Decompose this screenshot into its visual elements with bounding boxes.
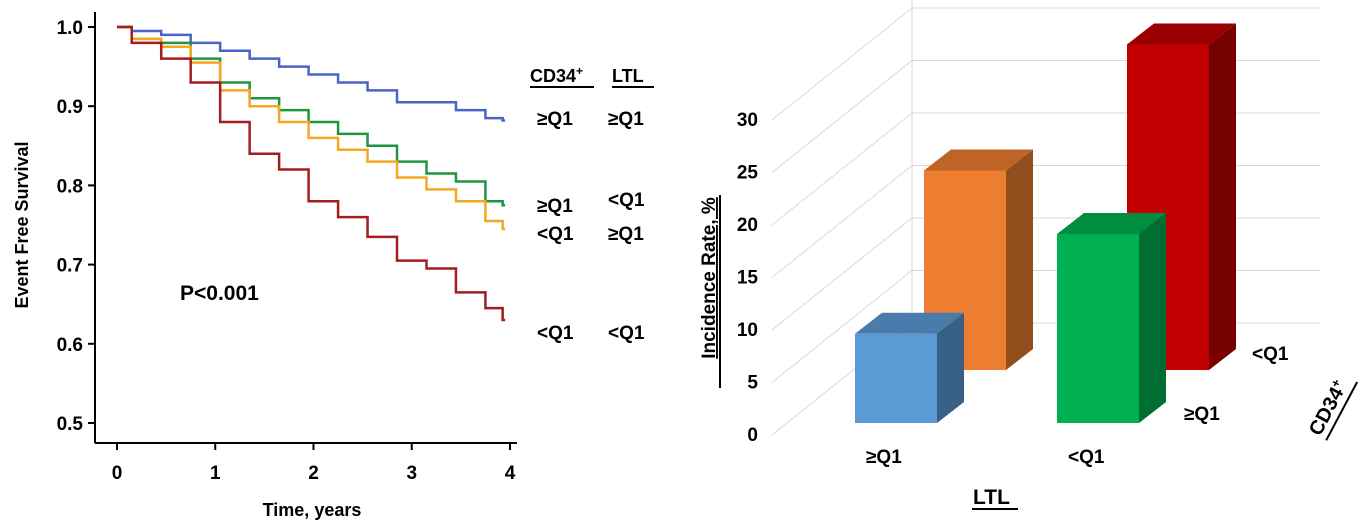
legend-row-4-ltl: <Q1 bbox=[608, 323, 645, 344]
survival-curve-3 bbox=[117, 25, 506, 231]
bar-top-face bbox=[924, 149, 1033, 171]
bar-ltl-lt-cd34-geq bbox=[1057, 213, 1166, 423]
survival-chart: Event Free Survival Time, years P<0.001 … bbox=[12, 12, 654, 520]
bar-chart-grid bbox=[771, 0, 1320, 436]
bar-grid-diagonal bbox=[771, 270, 913, 383]
bar-y-tick-label: 5 bbox=[747, 373, 758, 394]
survival-x-tick-label: 0 bbox=[112, 463, 123, 484]
bar-grid-diagonal bbox=[771, 7, 913, 121]
bar-side-face bbox=[1209, 23, 1236, 370]
bar-grid-diagonal bbox=[771, 112, 913, 226]
survival-axes: 0.5 0.6 0.7 0.8 0.9 1.0 0 1 2 3 4 bbox=[57, 12, 517, 484]
bar-depth-axis-title-group: CD34+ bbox=[1303, 376, 1359, 441]
bar-grid-diagonal bbox=[771, 60, 913, 173]
survival-x-axis-title: Time, years bbox=[263, 500, 362, 520]
legend-row-4-cd34: <Q1 bbox=[537, 323, 574, 344]
bar-grid-diagonal bbox=[771, 165, 913, 278]
legend-row-2-ltl: <Q1 bbox=[608, 190, 645, 211]
bar-y-axis-title: Incidence Rate, % bbox=[699, 197, 720, 359]
bar-grid-diagonal bbox=[771, 217, 913, 331]
bar-depth-axis-title-underline bbox=[1325, 381, 1359, 441]
incidence-bar-chart: 0 5 10 15 20 25 30 Incidence Rate, % ≥Q1 <Q1 ≥… bbox=[699, 0, 1359, 510]
survival-curve-4 bbox=[117, 25, 506, 322]
survival-x-tick-label: 4 bbox=[505, 463, 516, 484]
bar-side-face bbox=[1139, 213, 1166, 423]
bar-x-category-2: <Q1 bbox=[1068, 447, 1105, 468]
legend-row-1-cd34: ≥Q1 bbox=[537, 109, 573, 130]
bar-front-face bbox=[855, 333, 937, 423]
bar-y-tick-label: 20 bbox=[737, 215, 758, 236]
legend-row-2-cd34: ≥Q1 bbox=[537, 196, 573, 217]
bar-chart-y-ticks: 0 5 10 15 20 25 30 bbox=[737, 110, 759, 446]
bar-ltl-geq-cd34-lt bbox=[924, 149, 1033, 370]
bar-x-category-1: ≥Q1 bbox=[866, 447, 902, 468]
bar-top-face bbox=[1057, 213, 1166, 234]
bar-depth-category-1: ≥Q1 bbox=[1184, 404, 1220, 425]
legend-header-cd34: CD34+ bbox=[530, 64, 583, 86]
survival-curve-1 bbox=[117, 25, 506, 122]
bar-ltl-geq-cd34-geq bbox=[855, 312, 964, 423]
bar-front-face bbox=[1057, 234, 1139, 423]
survival-y-axis-title: Event Free Survival bbox=[12, 141, 32, 308]
legend-header-ltl: LTL bbox=[612, 66, 644, 86]
survival-curves bbox=[117, 25, 506, 322]
bar-top-face bbox=[855, 312, 964, 334]
survival-y-tick-label: 0.5 bbox=[57, 414, 84, 435]
bar-y-tick-label: 30 bbox=[737, 110, 758, 131]
bar-x-axis-title: LTL bbox=[973, 486, 1010, 509]
bar-y-tick-label: 10 bbox=[737, 320, 758, 341]
bar-top-face bbox=[1127, 23, 1236, 45]
bar-y-tick-label: 15 bbox=[737, 268, 759, 289]
survival-x-tick-label: 1 bbox=[210, 463, 221, 484]
survival-legend: CD34+ LTL ≥Q1 ≥Q1 ≥Q1 <Q1 <Q1 ≥Q1 <Q1 <Q… bbox=[530, 64, 654, 344]
survival-x-tick-label: 2 bbox=[308, 463, 319, 484]
legend-row-1-ltl: ≥Q1 bbox=[608, 109, 644, 130]
bar-y-tick-label: 0 bbox=[747, 425, 758, 446]
bar-chart-bars bbox=[855, 23, 1236, 423]
legend-row-3-cd34: <Q1 bbox=[537, 224, 574, 245]
survival-y-tick-label: 1.0 bbox=[57, 18, 83, 39]
bar-depth-category-2: <Q1 bbox=[1252, 344, 1289, 365]
survival-x-tick-label: 3 bbox=[406, 463, 417, 484]
survival-curve-2 bbox=[117, 25, 506, 207]
survival-y-tick-label: 0.7 bbox=[57, 256, 83, 277]
survival-y-tick-label: 0.9 bbox=[57, 97, 83, 118]
bar-side-face bbox=[1006, 149, 1033, 370]
bar-y-tick-label: 25 bbox=[737, 163, 759, 184]
legend-row-3-ltl: ≥Q1 bbox=[608, 224, 644, 245]
survival-y-tick-label: 0.8 bbox=[57, 176, 83, 197]
bar-depth-axis-title: CD34+ bbox=[1303, 376, 1352, 440]
survival-y-tick-label: 0.6 bbox=[57, 335, 83, 356]
p-value-annotation: P<0.001 bbox=[180, 282, 259, 305]
bar-side-face bbox=[937, 312, 964, 423]
